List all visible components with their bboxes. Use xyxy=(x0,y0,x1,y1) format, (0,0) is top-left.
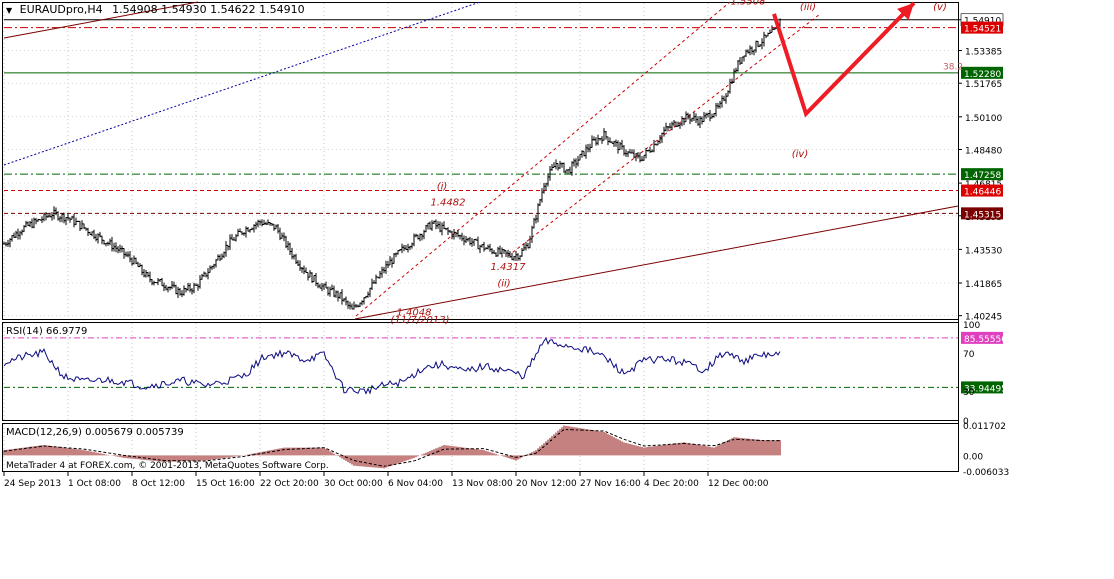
time-axis-label: 22 Oct 20:00 xyxy=(260,479,319,489)
copyright-text: MetaTrader 4 at FOREX.com, © 2001-2013, … xyxy=(6,461,329,471)
time-axis-label: 15 Oct 16:00 xyxy=(196,479,255,489)
price-level-tags: 1.549101.545211.522801.472581.464461.453… xyxy=(960,13,1004,220)
price-level-tag xyxy=(961,184,1003,197)
rsi-level-tag xyxy=(961,331,1003,344)
macd-axis-label: -0.006033 xyxy=(963,468,1009,478)
wave-annotation: (ii) xyxy=(497,278,510,289)
price-level-tag xyxy=(961,207,1003,220)
rsi-axis-label: 30 xyxy=(963,388,975,398)
rsi-level-tag-label: 85.55556 xyxy=(964,335,1007,345)
projection-arrow-line[interactable] xyxy=(772,1,916,118)
wave-annotation: (iv) xyxy=(792,149,809,160)
wave-annotation: 1.4317 xyxy=(491,262,527,273)
rsi-axis-label: 100 xyxy=(963,321,980,331)
time-axis-label: 20 Nov 12:00 xyxy=(516,479,577,489)
fib-level-label: 38.2 xyxy=(943,62,963,72)
wave-annotation: (iii) xyxy=(800,2,816,13)
price-level-tag-label: 1.45315 xyxy=(964,210,1001,220)
time-axis-label: 30 Oct 00:00 xyxy=(324,479,383,489)
trend-lines xyxy=(3,1,959,320)
rsi-axis-label: 70 xyxy=(963,350,975,360)
projection-arrow-head-icon xyxy=(897,3,914,21)
price-level-tag-label: 1.46446 xyxy=(964,188,1001,198)
time-axis-label: 8 Oct 12:00 xyxy=(132,479,185,489)
price-axis-label: 1.53385 xyxy=(965,48,1002,58)
price-axis-label: 1.43530 xyxy=(965,246,1002,256)
channel-upper-line[interactable] xyxy=(355,1,731,317)
price-axis-label: 1.51765 xyxy=(965,80,1002,90)
symbol-name: EURAUDpro,H4 xyxy=(20,3,103,16)
rsi-level-tag-label: 33.94495 xyxy=(964,384,1007,394)
horizontal-levels xyxy=(4,19,958,214)
price-level-tag xyxy=(961,66,1003,79)
time-axis-label: 13 Nov 08:00 xyxy=(452,479,513,489)
macd-axis-label: 0.00 xyxy=(963,452,983,462)
price-axis-label: 1.41865 xyxy=(965,280,1002,290)
wave-annotations: 1.5508 (iii) (v) (iv) (i) 1.4482 1.4317 (ii) 1.4… xyxy=(390,0,946,326)
macd-axis: 0.011702 0.00 -0.006033 xyxy=(963,422,1009,478)
rsi-axis: 100 70 30 0 xyxy=(963,321,980,427)
time-axis-label: 1 Oct 08:00 xyxy=(68,479,121,489)
macd-title: MACD(12,26,9) 0.005679 0.005739 xyxy=(6,427,184,438)
rsi-level-tag xyxy=(961,381,1003,394)
time-axis-label: 4 Dec 20:00 xyxy=(644,479,699,489)
upper-trendline[interactable] xyxy=(3,1,199,39)
wave-annotation: (11/7/2013) xyxy=(390,315,449,326)
time-axis-label: 6 Nov 04:00 xyxy=(388,479,443,489)
rsi-title: RSI(14) 66.9779 xyxy=(6,326,87,337)
price-level-tag xyxy=(961,168,1003,181)
rsi-axis-label: 0 xyxy=(963,417,969,427)
rsi-panel-frame xyxy=(2,322,959,421)
grid-lines xyxy=(3,3,958,471)
wave-annotation: (i) xyxy=(437,181,448,192)
price-axis-label: 1.48480 xyxy=(965,146,1002,156)
wave-annotation: 1.4482 xyxy=(431,198,466,209)
wave-projection xyxy=(772,1,916,118)
symbol-header: ▼ EURAUDpro,H4 1.54908 1.54930 1.54622 1… xyxy=(6,3,305,16)
macd-histogram xyxy=(3,425,781,469)
price-level-tag-label: 1.52280 xyxy=(964,70,1001,80)
lower-support-trendline[interactable] xyxy=(354,205,959,320)
price-level-tag-label: 1.47258 xyxy=(964,171,1001,181)
time-axis-label: 24 Sep 2013 xyxy=(4,479,61,489)
wave-annotation: 1.5508 xyxy=(731,0,766,8)
macd-signal-line xyxy=(3,428,780,467)
price-level-tag xyxy=(961,21,1003,34)
price-bars xyxy=(3,18,781,310)
header-arrow-icon: ▼ xyxy=(6,6,13,15)
price-level-tag-label: 1.54521 xyxy=(964,25,1001,35)
wave-annotation: (v) xyxy=(933,2,947,13)
price-axis-label: 1.40245 xyxy=(965,313,1002,323)
rsi-levels: 85.55556 33.94495 xyxy=(4,331,1007,394)
macd-axis-label: 0.011702 xyxy=(963,422,1006,432)
time-axis: 24 Sep 2013 1 Oct 08:00 8 Oct 12:00 15 Oct … xyxy=(3,472,769,489)
rsi-line xyxy=(3,337,781,395)
wave-annotation: 1.4048 xyxy=(397,308,432,319)
ohlc-values: 1.54908 1.54930 1.54622 1.54910 xyxy=(112,3,304,16)
time-axis-label: 12 Dec 00:00 xyxy=(708,479,769,489)
time-axis-label: 27 Nov 16:00 xyxy=(580,479,641,489)
price-axis-label: 1.50100 xyxy=(965,114,1002,124)
